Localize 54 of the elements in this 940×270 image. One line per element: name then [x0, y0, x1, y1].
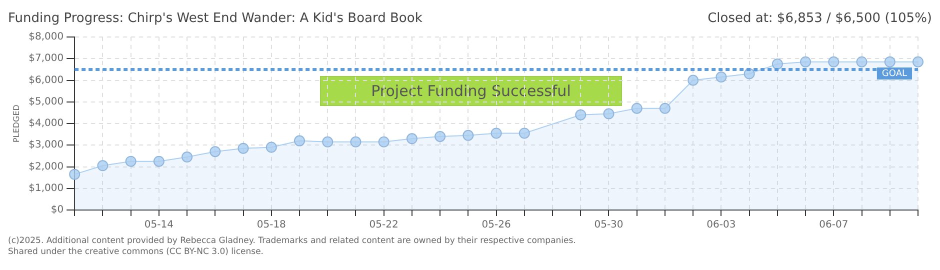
text: (c)2025. Additional content provided by Rebecca Gladney. Trademarks and related content are owned by their respective companies.: [8, 236, 577, 247]
y-tick-label: $4,000: [28, 118, 64, 130]
x-tick-label: 05-30: [594, 220, 624, 231]
annotation: Project Funding Successful: [371, 82, 571, 100]
y-tick-label: $2,000: [28, 161, 64, 172]
point: [490, 128, 502, 139]
point: [772, 58, 783, 70]
point: [294, 135, 305, 146]
point: [97, 160, 108, 172]
x-tick-label: 05-14: [144, 220, 174, 231]
point: [322, 136, 334, 148]
point: [603, 108, 614, 120]
point: [856, 56, 868, 68]
point: [659, 102, 670, 114]
point: [153, 156, 164, 167]
x-tick-label: 05-18: [256, 220, 286, 231]
point: [631, 102, 642, 114]
chart-title: Funding Progress: Chirp's West End Wander: A Kid's Board Book: [8, 10, 422, 26]
y-tick-label: $6,000: [28, 74, 64, 86]
x-tick-label: 05-22: [369, 220, 398, 231]
point: [125, 156, 136, 167]
y-tick-label: $8,000: [28, 32, 64, 43]
point: [238, 142, 249, 154]
point: [266, 142, 277, 153]
y-tick-label: $5,000: [28, 96, 64, 108]
point: [575, 109, 586, 120]
point: [462, 130, 474, 141]
point: [350, 136, 362, 148]
point: [744, 68, 755, 80]
point: [828, 56, 840, 68]
chart-subtitle: Closed at: $6,853 / $6,500 (105%): [708, 10, 932, 26]
point: [518, 128, 530, 139]
ref-line-label: GOAL: [882, 68, 908, 79]
point: [800, 56, 812, 68]
point: [210, 146, 221, 158]
x-tick-label: 06-07: [819, 220, 848, 231]
point: [716, 72, 727, 83]
banner: Project Funding Successful: [320, 76, 622, 106]
point: [688, 74, 699, 86]
point: [912, 56, 924, 68]
point: [182, 152, 193, 163]
x-tick-label: 05-26: [482, 220, 511, 231]
y-tick-label: $1,000: [28, 182, 64, 194]
point: [884, 56, 896, 68]
point: [406, 133, 418, 144]
y-tick-label: $7,000: [28, 53, 64, 64]
text: Shared under the creative commons (CC BY-NC 3.0) license.: [8, 247, 265, 258]
y-axis-title: PLEDGED: [12, 104, 21, 142]
y-tick-label: $0: [50, 204, 64, 216]
y-tick-label: $3,000: [28, 140, 64, 151]
point: [378, 136, 390, 148]
x-tick-label: 06-03: [706, 220, 736, 231]
point: [434, 130, 446, 142]
point: [69, 168, 80, 180]
